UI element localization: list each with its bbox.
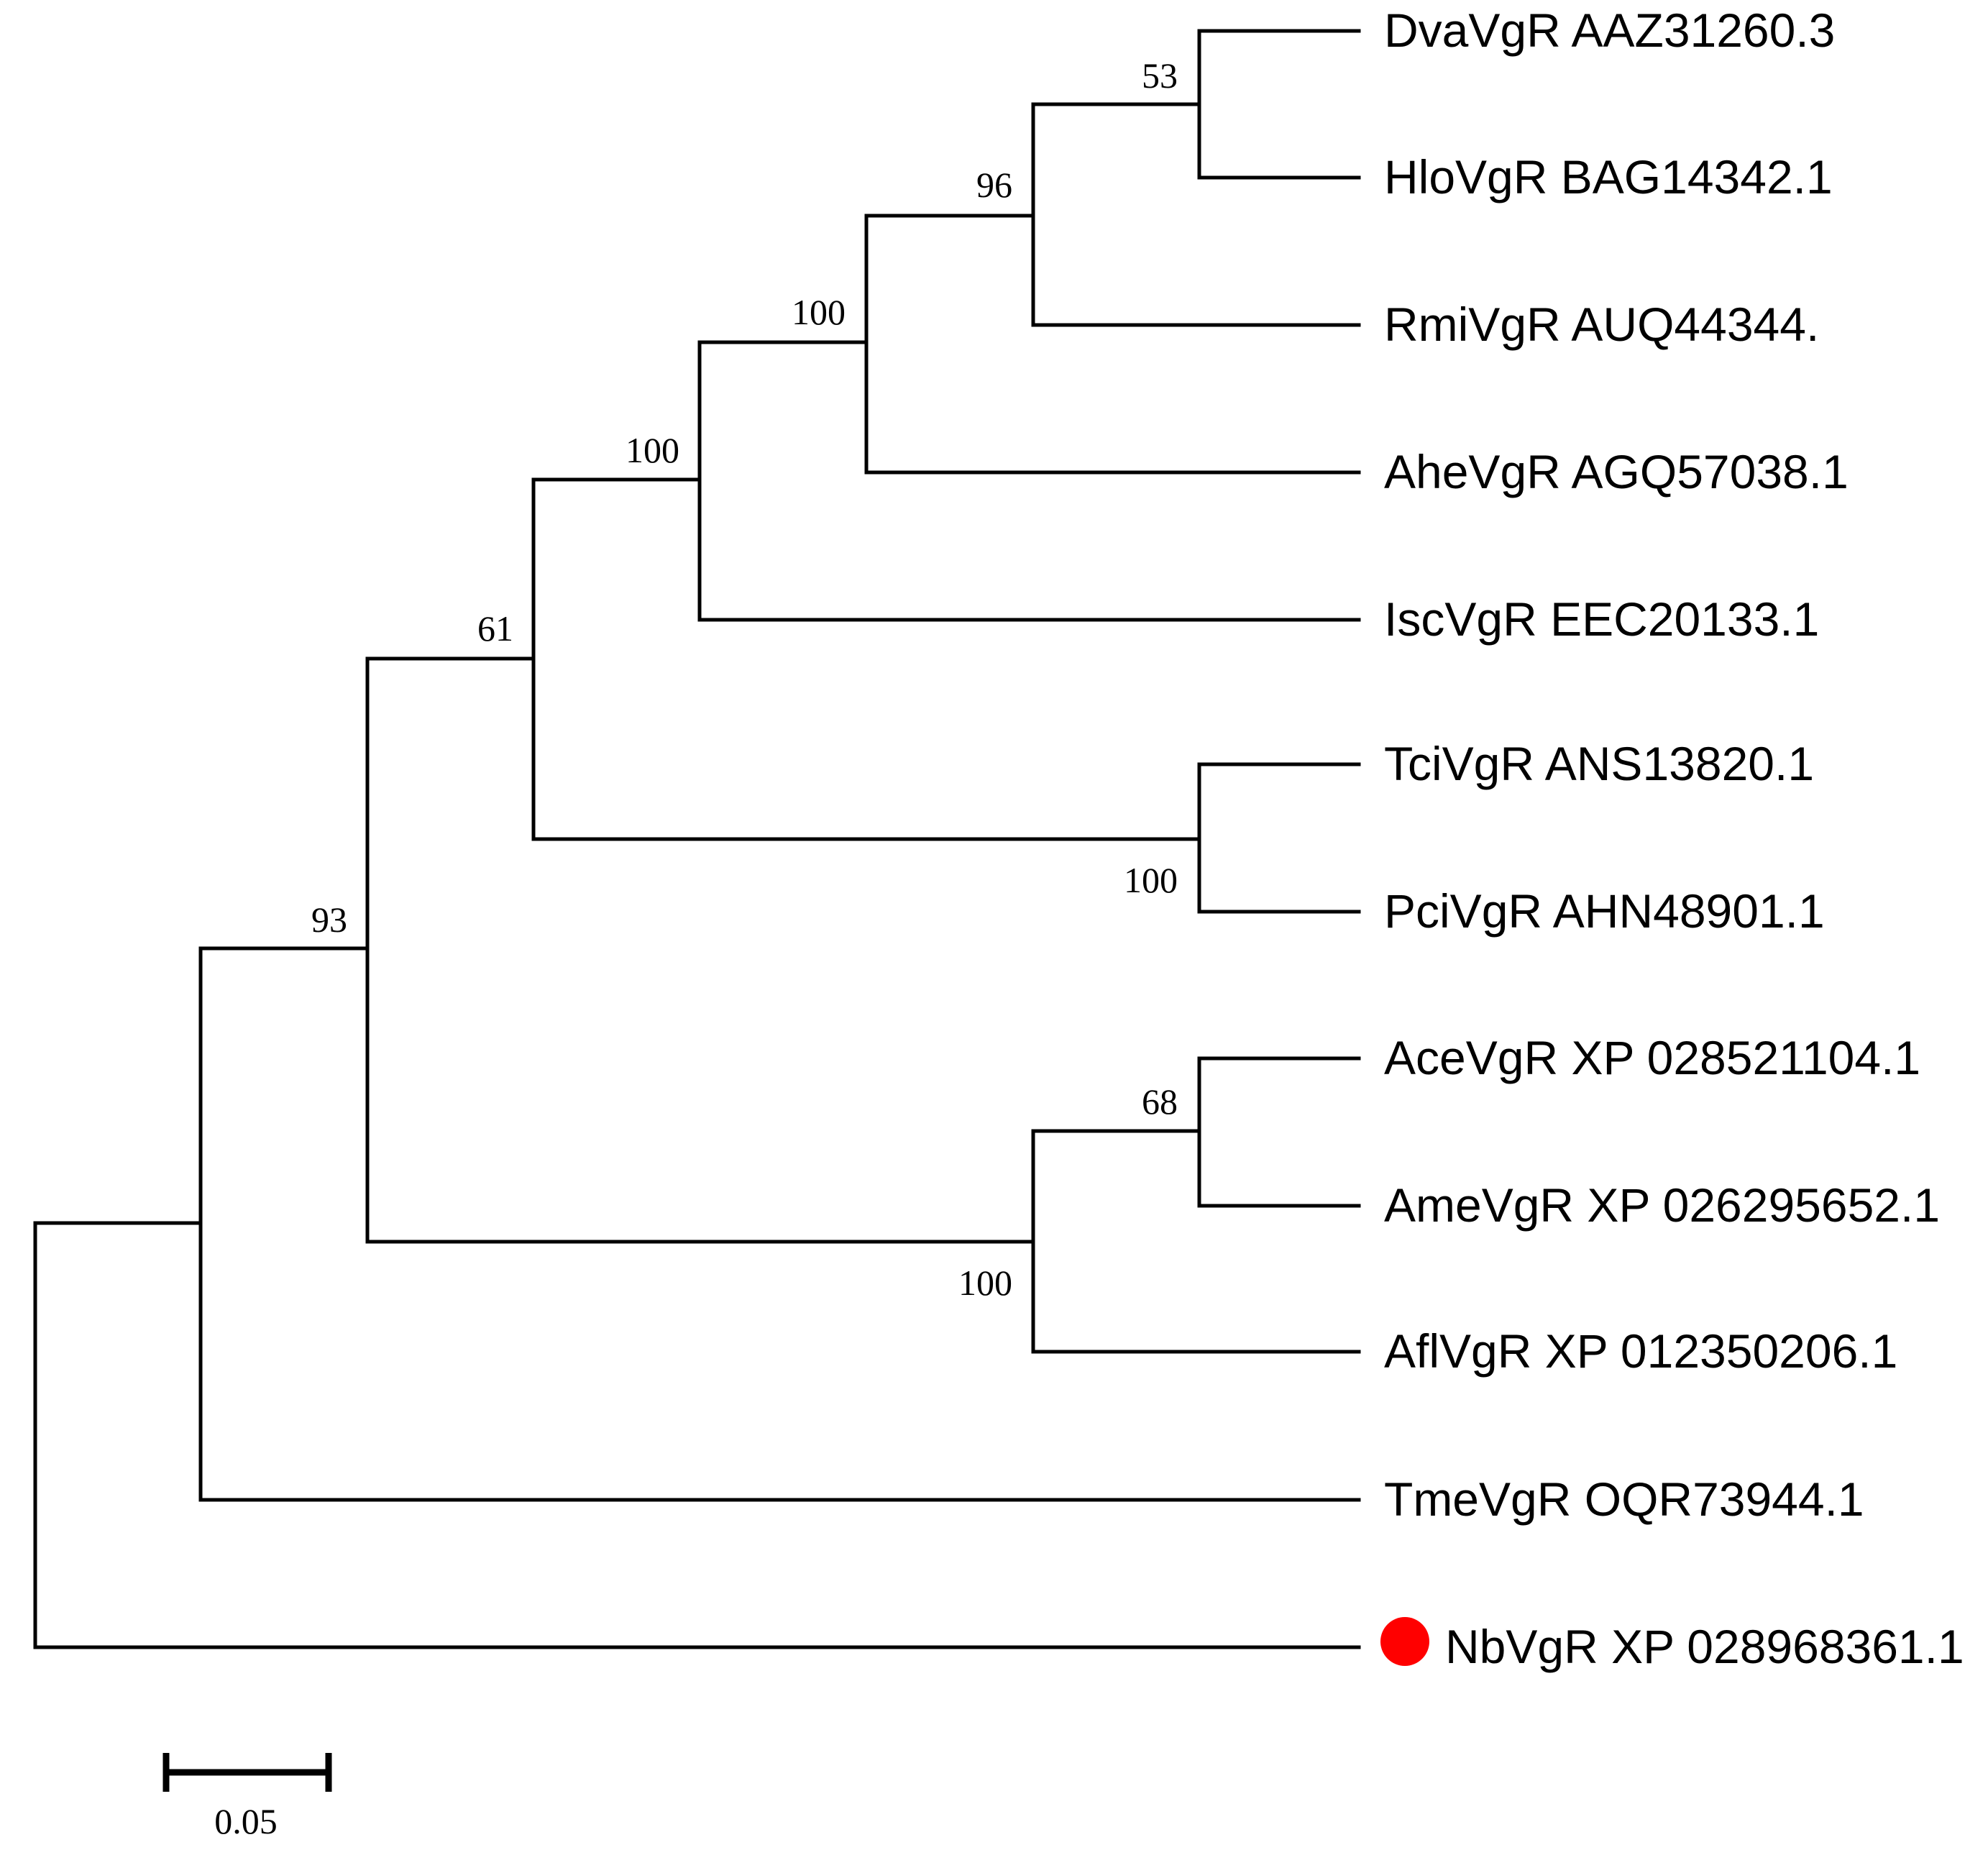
bootstrap-label: 61 [477,608,513,649]
bootstrap-label: 100 [626,430,679,470]
taxon-labels: DvaVgR AAZ31260.3 HloVgR BAG14342.1 RmiV… [1380,4,1964,1673]
taxon-label: AceVgR XP 028521104.1 [1384,1031,1920,1084]
bootstrap-values: 53 96 100 100 61 100 93 68 100 [311,55,1178,1303]
taxon-label: AmeVgR XP 026295652.1 [1384,1178,1940,1232]
taxon-label: IscVgR EEC20133.1 [1384,592,1819,646]
bootstrap-label: 53 [1142,55,1178,96]
tree-branches [33,29,1361,1649]
taxon-label: HloVgR BAG14342.1 [1384,150,1833,203]
taxon-label: DvaVgR AAZ31260.3 [1384,4,1835,57]
scale-bar: 0.05 [162,1753,332,1841]
taxon-label-highlighted: NbVgR XP 028968361.1 [1445,1620,1964,1673]
scale-bar-label: 0.05 [214,1801,278,1841]
bootstrap-label: 100 [1124,860,1178,900]
bootstrap-label: 100 [792,292,846,332]
taxon-label: PciVgR AHN48901.1 [1384,884,1825,938]
taxon-label: RmiVgR AUQ44344. [1384,298,1819,351]
scale-bar-line [162,1753,332,1792]
bootstrap-label: 93 [311,899,347,940]
bootstrap-label: 100 [958,1263,1012,1303]
taxon-label: AheVgR AGQ57038.1 [1384,445,1849,498]
bootstrap-label: 68 [1142,1081,1178,1122]
highlight-marker-icon [1380,1617,1429,1666]
taxon-label: AflVgR XP 012350206.1 [1384,1324,1897,1378]
bootstrap-label: 96 [976,165,1012,205]
taxon-label: TciVgR ANS13820.1 [1384,737,1814,790]
taxon-label: TmeVgR OQR73944.1 [1384,1473,1864,1526]
